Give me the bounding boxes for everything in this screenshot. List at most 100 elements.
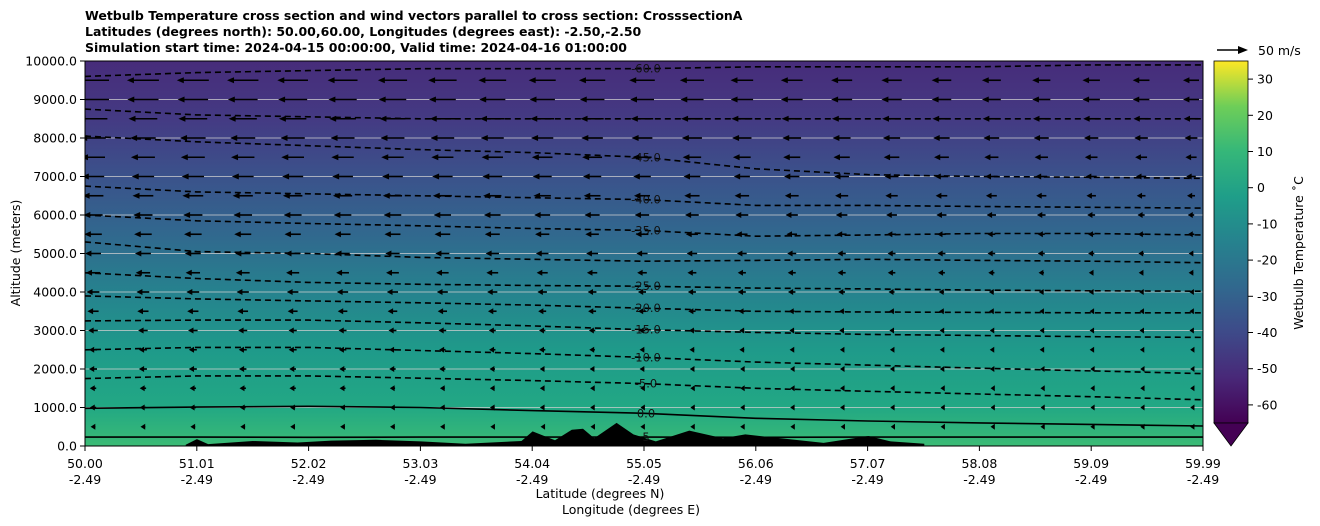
wind-vector-head (238, 346, 244, 353)
contour-label: -5.0 (635, 377, 657, 391)
x-tick-label-lat: 53.03 (403, 456, 439, 471)
wind-vector-head (440, 423, 445, 430)
wind-vector-head (583, 192, 591, 199)
wind-vector-head (735, 212, 742, 218)
wind-vector (988, 289, 994, 295)
wind-vector (1088, 250, 1095, 257)
wind-vector-head (1188, 269, 1194, 276)
wind-vector-head (883, 154, 891, 161)
wind-vector (789, 327, 795, 334)
wind-vector-head (784, 192, 791, 199)
wind-vector-head (636, 250, 643, 257)
wind-vector-head (988, 269, 994, 276)
wind-vector (329, 115, 356, 122)
wind-vector-head (85, 192, 90, 199)
wind-vector-head (731, 115, 739, 122)
wind-vector-head (338, 327, 344, 334)
wind-vector (787, 250, 797, 257)
wind-vector (381, 154, 404, 161)
wind-vector-head (85, 231, 91, 238)
wind-vector (1132, 77, 1150, 84)
wind-vector (686, 250, 698, 257)
wind-vector (429, 115, 456, 122)
wind-vector (278, 96, 308, 103)
wind-vector-head (890, 423, 895, 430)
wind-vector-head (1082, 77, 1090, 84)
wind-vector (282, 192, 303, 199)
x-tick-label-lon: -2.49 (292, 472, 324, 487)
wind-vector (377, 77, 408, 84)
wind-vector (689, 366, 695, 372)
wind-vector-head (479, 115, 487, 122)
wind-vector (831, 96, 853, 103)
wind-vector (180, 135, 206, 141)
wind-vector-head (135, 269, 142, 276)
contour-label: -40.0 (631, 193, 661, 207)
contour-label: -35.0 (631, 223, 661, 237)
wind-vector-head (1040, 385, 1045, 392)
wind-vector (278, 115, 307, 122)
wind-vector-head (335, 250, 342, 257)
wind-vector-head (882, 135, 890, 141)
wind-vector (327, 77, 358, 84)
wind-vector (938, 289, 945, 295)
wind-vector-head (689, 327, 694, 334)
wind-vector-head (640, 385, 645, 392)
wind-vector (1140, 366, 1145, 372)
wind-vector (731, 115, 753, 122)
y-tick-label: 10000.0 (25, 54, 77, 69)
wind-vector-head (336, 269, 343, 276)
y-tick-label: 3000.0 (33, 323, 77, 338)
wind-vector (288, 327, 297, 334)
wind-vector (282, 173, 304, 180)
wind-vector (181, 173, 205, 180)
wind-vector-head (89, 346, 95, 353)
wind-vector-head (739, 327, 745, 334)
wind-vector-head (935, 192, 942, 199)
wind-vector-head (382, 173, 390, 180)
x-axis: 50.00-2.4951.01-2.4952.02-2.4953.03-2.49… (67, 446, 1221, 487)
wind-vector (1139, 289, 1144, 295)
wind-vector (1185, 154, 1197, 161)
wind-vector-head (530, 115, 538, 122)
wind-vector (128, 115, 158, 122)
wind-vector (580, 115, 604, 122)
wind-vector (235, 269, 250, 276)
wind-vector-head (940, 423, 945, 430)
wind-vector (785, 212, 798, 218)
wind-vector-head (787, 250, 793, 257)
terrain (185, 422, 925, 446)
wind-vector-head (533, 192, 541, 199)
wind-vector (134, 250, 151, 257)
wind-vector-head (380, 135, 388, 141)
wind-vector (835, 212, 848, 218)
wind-vector-head (631, 135, 639, 141)
wind-vector (1036, 192, 1047, 199)
wind-vector (780, 96, 803, 103)
wind-vector (134, 231, 152, 238)
wind-vector-head (986, 212, 993, 218)
wind-vector-head (139, 404, 145, 411)
wind-vector (331, 154, 354, 161)
wind-vector-head (1088, 269, 1094, 276)
wind-vector (1132, 96, 1150, 103)
wind-vector (1188, 250, 1194, 257)
wind-vector (1040, 366, 1045, 372)
wind-vector-head (435, 250, 442, 257)
y-tick-label: 4000.0 (33, 285, 77, 300)
quiver-key-label: 50 m/s (1258, 43, 1301, 58)
wind-vector-head (85, 250, 92, 257)
wind-vector (1138, 250, 1144, 257)
wind-vector (479, 115, 505, 122)
wind-vector-head (687, 269, 693, 276)
x-tick-label-lat: 57.07 (850, 456, 886, 471)
wind-vector-head (1140, 385, 1145, 392)
wind-vector-head (685, 231, 692, 238)
wind-vector-head (934, 154, 941, 161)
wind-vector (1187, 231, 1195, 238)
wind-vector-head (590, 423, 595, 430)
wind-vector (636, 250, 648, 257)
wind-vector (481, 154, 503, 161)
wind-vector (640, 385, 645, 392)
wind-vector-head (1189, 327, 1194, 334)
